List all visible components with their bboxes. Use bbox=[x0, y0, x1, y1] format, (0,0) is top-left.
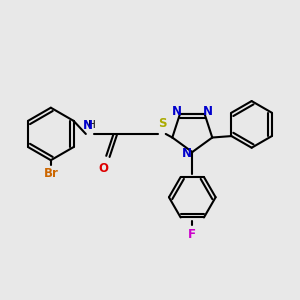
Text: N: N bbox=[171, 105, 182, 118]
Text: H: H bbox=[88, 121, 96, 130]
Text: N: N bbox=[83, 119, 93, 133]
Text: N: N bbox=[203, 105, 213, 118]
Text: Br: Br bbox=[44, 167, 58, 180]
Text: F: F bbox=[188, 228, 196, 241]
Text: N: N bbox=[182, 147, 192, 160]
Text: S: S bbox=[158, 117, 167, 130]
Text: O: O bbox=[98, 162, 108, 175]
